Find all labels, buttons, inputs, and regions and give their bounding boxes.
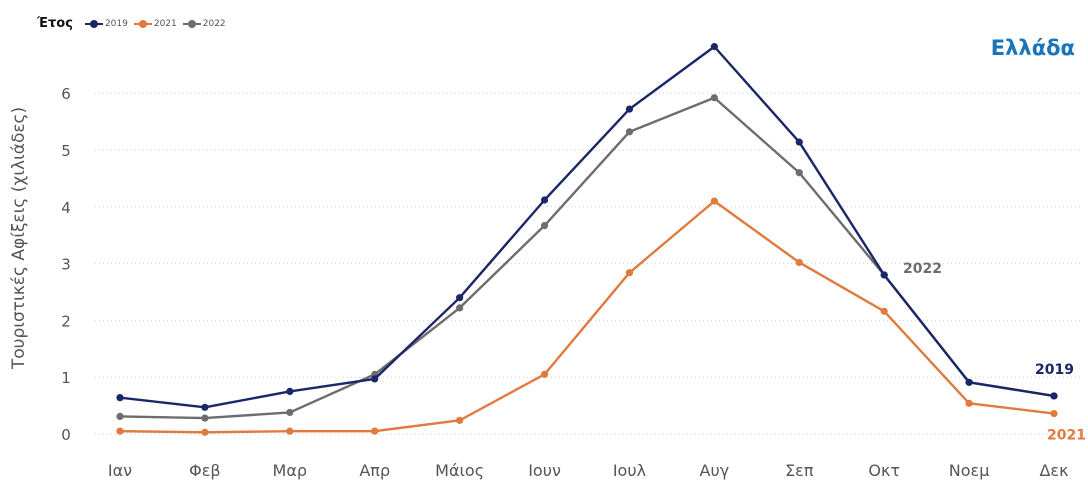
series-label-2019: 2019	[1035, 362, 1074, 378]
data-point-2021	[710, 197, 718, 205]
data-point-2021	[795, 258, 803, 267]
data-point-2019	[116, 394, 124, 402]
data-point-2022	[286, 408, 294, 417]
series-label-2021: 2021	[1047, 428, 1086, 444]
data-point-2019	[965, 378, 973, 386]
data-point-2019	[201, 403, 209, 411]
data-point-2019	[540, 196, 549, 204]
data-point-2019	[710, 43, 718, 51]
data-point-2022	[201, 414, 209, 422]
data-point-2022	[116, 412, 124, 420]
x-tick-label: Ιαν	[108, 461, 132, 480]
legend-item-2019[interactable]: 2019	[84, 18, 128, 29]
data-point-2021	[880, 307, 888, 315]
legend-swatch-icon	[133, 19, 152, 29]
x-tick-label: Φεβ	[189, 461, 220, 480]
x-tick-label: Απρ	[359, 461, 390, 480]
data-point-2021	[1050, 409, 1058, 418]
x-tick-label: Νοεμ	[949, 461, 990, 480]
legend-title: Έτος	[37, 16, 73, 31]
x-tick-label: Σεπ	[785, 461, 814, 480]
y-tick-label: 5	[61, 142, 71, 160]
data-point-2021	[456, 416, 464, 424]
x-tick-label: Μάιος	[435, 461, 484, 480]
legend: Έτος 2019 2021 2022	[37, 16, 226, 31]
data-point-2022	[625, 128, 634, 136]
y-tick-label: 1	[61, 369, 71, 387]
data-point-2019	[1050, 392, 1058, 400]
y-tick-label: 2	[61, 312, 71, 330]
data-point-2022	[456, 304, 464, 312]
y-tick-label: 0	[61, 426, 71, 444]
data-point-2021	[625, 269, 634, 277]
data-point-2019	[371, 375, 379, 383]
legend-item-2022[interactable]: 2022	[182, 18, 226, 29]
legend-label: 2019	[104, 18, 128, 29]
data-point-2019	[286, 387, 294, 395]
series-line-2022	[119, 96, 1055, 420]
data-point-2019	[625, 105, 634, 113]
x-tick-label: Αυγ	[700, 461, 730, 480]
y-tick-label: 6	[61, 85, 71, 103]
data-point-2019	[880, 271, 888, 279]
y-axis-title: Τουριστικές Αφίξεις (χιλιάδες)	[9, 107, 29, 370]
legend-swatch-icon	[182, 19, 201, 29]
data-point-2021	[116, 427, 124, 435]
series-label-2022: 2022	[903, 261, 942, 277]
data-point-2021	[371, 427, 379, 435]
y-tick-label: 4	[61, 199, 71, 217]
data-point-2021	[965, 399, 973, 407]
x-tick-label: Ιουλ	[613, 461, 646, 480]
x-tick-label: Δεκ	[1039, 461, 1069, 480]
y-tick-label: 3	[61, 256, 71, 274]
x-tick-label: Ιουν	[528, 461, 561, 480]
data-point-2022	[540, 221, 549, 230]
data-point-2021	[540, 370, 549, 378]
legend-item-2021[interactable]: 2021	[133, 18, 177, 29]
data-point-2021	[286, 427, 294, 435]
series-line-2021	[119, 199, 1055, 434]
legend-swatch-icon	[84, 19, 103, 29]
series-line-2019	[119, 45, 1055, 409]
x-tick-label: Οκτ	[868, 461, 900, 480]
data-point-2019	[456, 294, 464, 302]
legend-label: 2021	[153, 18, 177, 29]
data-point-2022	[795, 169, 803, 177]
data-point-2022	[710, 94, 718, 102]
x-tick-label: Μαρ	[273, 461, 308, 480]
data-point-2019	[795, 138, 803, 146]
data-point-2021	[201, 428, 209, 436]
legend-label: 2022	[202, 18, 226, 29]
chart-title: Ελλάδα	[990, 36, 1075, 60]
